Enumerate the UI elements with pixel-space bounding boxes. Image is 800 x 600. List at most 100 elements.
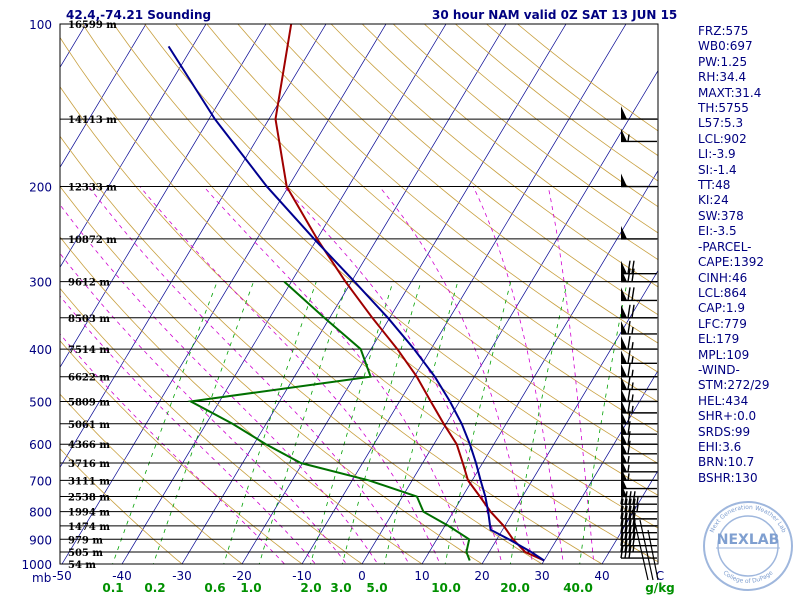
mixing-ratio-line (341, 281, 422, 564)
mixing-ratio-tick-label: 1.0 (240, 581, 261, 595)
isobars (60, 24, 658, 564)
mixing-ratio-line (444, 281, 512, 564)
mixing-ratio-tick-label: 3.0 (330, 581, 351, 595)
mixing-ratio-line (579, 281, 628, 564)
mixing-ratio-tick-label: 20.0 (500, 581, 530, 595)
moist-adiabat (203, 186, 472, 564)
mixing-ratio-axis: 0.1 0.2 0.6 1.0 2.0 3.0 5.0 10.0 20.0 40.0 g/kg (102, 581, 674, 595)
mixing-ratio-tick-label: 0.1 (102, 581, 123, 595)
temp-tick-label: 0 (358, 569, 366, 583)
isotherm (541, 369, 658, 564)
temp-tick-label: -20 (232, 569, 252, 583)
index-item: TT:48 (698, 178, 731, 193)
height-label: 7514 m (68, 345, 110, 356)
index-item: WB0:697 (698, 39, 753, 54)
wind-barb-pennant (621, 304, 627, 318)
wind-profile-line (647, 529, 659, 581)
wind-barb-flag (624, 491, 628, 505)
index-item: RH:34.4 (698, 70, 747, 85)
height-label: 505 m (68, 548, 103, 559)
index-item: CINH:46 (698, 270, 748, 285)
wind-barb-half-flag (631, 326, 634, 335)
wind-barb (621, 106, 657, 120)
height-label: 1994 m (68, 508, 110, 519)
wind-barb-flag (631, 268, 635, 282)
wind-barb-half-flag (631, 369, 634, 377)
mixing-ratio-tick-label: 0.2 (144, 581, 165, 595)
index-item: MAXT:31.4 (698, 85, 762, 100)
index-item: BSHR:130 (698, 470, 758, 485)
dry-adiabat (113, 24, 658, 496)
mixing-ratio-tick-label: 10.0 (431, 581, 461, 595)
moist-adiabat (60, 252, 348, 564)
index-item: BRN:10.7 (698, 455, 755, 470)
pressure-tick-label: 300 (29, 276, 52, 290)
index-item: FRZ:575 (698, 24, 749, 38)
temp-tick-label: 10 (414, 569, 429, 583)
mixing-ratio-tick-label: 5.0 (366, 581, 387, 595)
height-label: 2538 m (68, 493, 110, 504)
wind-barb-pennant (621, 173, 627, 187)
isotherm (0, 24, 26, 564)
index-item: EI:-3.5 (698, 224, 737, 239)
dry-adiabat (175, 24, 658, 433)
wind-barb-half-flag (631, 394, 634, 402)
wind-barb (621, 304, 657, 319)
pressure-tick-label: 100 (29, 18, 52, 32)
mixing-ratio-line (509, 281, 568, 564)
dry-adiabat (361, 24, 658, 261)
isotherm (421, 169, 658, 564)
wind-barb (621, 475, 657, 490)
index-item: SW:378 (698, 208, 744, 223)
wind-barb-pennant (621, 350, 627, 364)
dry-adiabat (60, 86, 603, 564)
wind-barb (621, 363, 657, 378)
wind-barb-pennant (621, 128, 627, 142)
dry-adiabat (299, 24, 658, 316)
wind-barb-flag (627, 304, 631, 318)
height-label: 979 m (68, 535, 103, 546)
index-item: KI:24 (698, 193, 729, 208)
mixing-ratio-line (223, 281, 317, 564)
mixing-ratio-line (112, 281, 218, 564)
dry-adiabat (237, 24, 658, 373)
wind-barb (620, 498, 657, 513)
mixing-ratio-line (310, 281, 394, 564)
wind-barb-pennant (621, 260, 627, 274)
wind-barb-flag (627, 287, 631, 301)
wind-barb-flag (631, 304, 635, 318)
isotherm (481, 269, 658, 564)
index-item: CAP:1.9 (698, 301, 745, 316)
isotherm (121, 24, 447, 564)
wind-barb-flag (628, 505, 632, 519)
wind-barb-flag (627, 363, 631, 377)
temp-tick-label: -50 (52, 569, 72, 583)
index-item: TH:5755 (698, 101, 749, 116)
nexlab-logo: NEXLAB Next Generation Weather Lab Colle… (703, 501, 793, 591)
wind-barb-half-flag (627, 455, 630, 464)
wind-barb-half-flag (631, 342, 634, 350)
index-item: -PARCEL- (698, 239, 752, 254)
wind-barb-pennant (621, 410, 627, 424)
wind-barb (621, 336, 657, 350)
wind-barb (621, 268, 657, 283)
moist-adiabat (60, 295, 316, 564)
wind-barb (621, 467, 657, 482)
wind-barb-flag (627, 320, 631, 335)
dry-adiabat (60, 135, 543, 564)
wind-barb (621, 173, 657, 188)
parcel-line (167, 45, 545, 562)
moist-adiabat (88, 186, 410, 564)
index-item: MPL:109 (698, 347, 750, 362)
mixing-ratio-tick-label: 0.6 (204, 581, 225, 595)
index-panel: FRZ:575 WB0:697 PW:1.25 RH:34.4 MAXT:31.4 TH:… (698, 24, 770, 486)
wind-barb-pennant (621, 336, 627, 350)
mixing-ratio-unit-label: g/kg (645, 581, 675, 595)
height-label: 12333 m (68, 183, 117, 194)
wind-barb-flag (624, 498, 628, 512)
height-label: 9612 m (68, 278, 110, 289)
dry-adiabat (60, 36, 658, 563)
wind-barb-flag (632, 498, 636, 512)
wind-barb-flag (628, 498, 632, 512)
